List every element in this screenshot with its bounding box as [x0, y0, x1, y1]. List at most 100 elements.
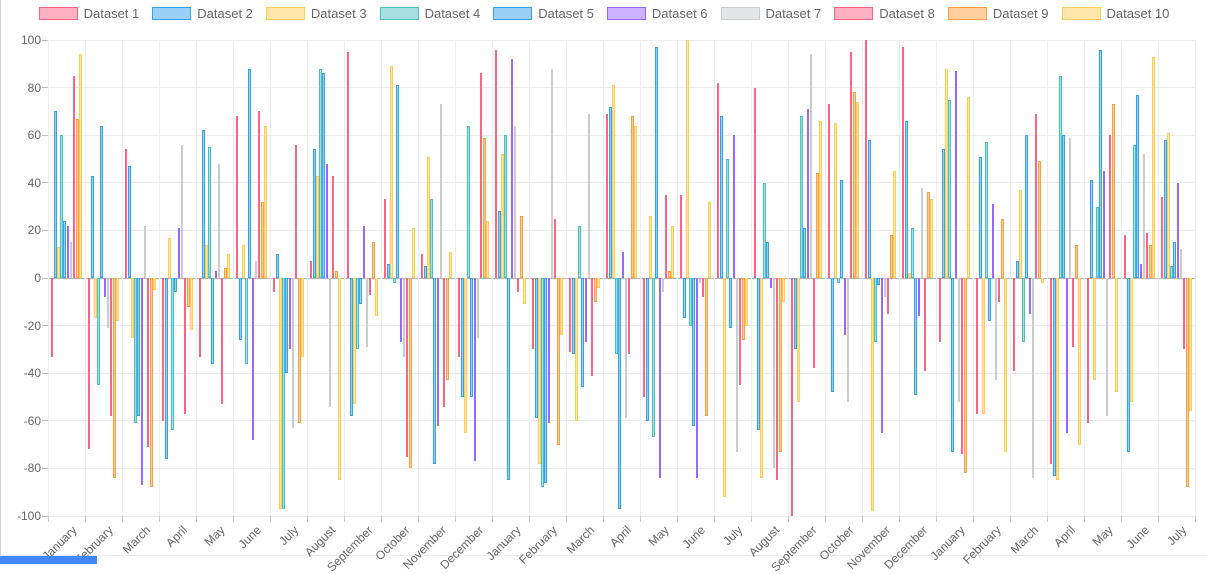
bar-dataset-7-january	[69, 242, 73, 278]
bar-dataset-9-july	[741, 278, 745, 340]
legend-label: Dataset 5	[538, 6, 594, 21]
bar-dataset-1-august	[309, 261, 313, 278]
bar-dataset-4-july	[1170, 266, 1173, 278]
gridline-x	[676, 40, 678, 516]
y-tick	[42, 134, 48, 136]
bar-dataset-9-august	[778, 278, 782, 452]
bar-dataset-3-august	[760, 278, 763, 478]
gridline-x	[158, 40, 160, 516]
x-tick	[343, 516, 345, 522]
x-tick	[1157, 516, 1159, 522]
y-tick	[42, 277, 48, 279]
gridline-x	[1194, 40, 1196, 516]
bar-dataset-1-october	[827, 104, 831, 278]
bar-dataset-7-may	[217, 163, 221, 278]
legend-item-7[interactable]: Dataset 7	[720, 6, 821, 21]
bar-dataset-6-october	[399, 278, 403, 343]
bar-dataset-3-february	[538, 278, 541, 464]
bar-dataset-10-february	[560, 278, 563, 336]
bar-dataset-5-november	[433, 278, 437, 464]
bar-dataset-2-december	[460, 278, 464, 397]
bar-dataset-2-october	[386, 263, 390, 278]
bar-dataset-10-january	[523, 278, 526, 305]
bar-dataset-10-june	[1152, 56, 1155, 278]
bar-dataset-4-april	[171, 278, 174, 431]
bar-dataset-4-may	[208, 147, 211, 278]
bar-dataset-2-october	[830, 278, 834, 393]
bar-dataset-10-february	[1004, 278, 1007, 452]
bar-dataset-6-january	[510, 59, 514, 278]
bar-dataset-6-september	[806, 109, 810, 278]
bar-dataset-2-march	[1015, 261, 1019, 278]
legend-item-4[interactable]: Dataset 4	[379, 6, 480, 21]
bar-dataset-10-july	[745, 278, 748, 326]
legend-item-8[interactable]: Dataset 8	[834, 6, 935, 21]
bar-dataset-8-july	[294, 144, 298, 278]
bar-dataset-9-december	[482, 137, 486, 278]
y-tick	[42, 372, 48, 374]
bar-dataset-3-may	[205, 244, 208, 278]
bar-dataset-1-january	[50, 278, 54, 357]
legend-item-3[interactable]: Dataset 3	[265, 6, 367, 21]
bar-dataset-8-february	[997, 278, 1001, 302]
bar-dataset-1-november	[420, 254, 424, 278]
y-tick	[42, 467, 48, 469]
bar-dataset-7-june	[254, 261, 258, 278]
bar-dataset-8-january	[516, 278, 520, 293]
bar-dataset-2-november	[867, 139, 871, 278]
bar-dataset-1-may	[198, 278, 202, 357]
x-axis-label: June	[236, 523, 265, 552]
x-axis-label: July	[276, 523, 302, 548]
x-tick	[639, 516, 641, 522]
legend-item-6[interactable]: Dataset 6	[606, 6, 708, 21]
bar-dataset-6-march	[140, 278, 144, 486]
bar-dataset-6-june	[1139, 263, 1143, 278]
bar-dataset-2-april	[1052, 278, 1056, 476]
bar-dataset-4-december	[467, 125, 470, 278]
x-tick	[861, 516, 863, 522]
bar-dataset-8-april	[1071, 278, 1075, 348]
bar-dataset-4-april	[615, 278, 618, 355]
bar-dataset-7-march	[1031, 278, 1035, 478]
bar-dataset-4-april	[1059, 75, 1062, 278]
bar-dataset-3-march	[131, 278, 134, 338]
bar-dataset-7-february	[994, 278, 998, 381]
legend-swatch	[947, 7, 987, 20]
scrollbar-thumb[interactable]	[0, 556, 97, 564]
bar-dataset-10-july	[301, 278, 304, 357]
bar-dataset-2-august	[756, 278, 760, 431]
bar-dataset-1-april	[605, 113, 609, 278]
legend-item-10[interactable]: Dataset 10	[1061, 6, 1169, 21]
gridline-y-20	[48, 229, 1195, 231]
legend-item-1[interactable]: Dataset 1	[38, 6, 139, 21]
bar-dataset-10-january	[967, 97, 970, 278]
legend-label: Dataset 8	[879, 6, 935, 21]
bar-dataset-7-november	[439, 104, 443, 278]
bar-dataset-1-february	[975, 278, 979, 414]
x-axis-label: June	[1124, 523, 1153, 552]
bar-dataset-10-october	[856, 101, 859, 278]
bar-dataset-4-may	[1096, 206, 1099, 278]
bar-dataset-8-september	[368, 278, 372, 295]
gridline-x	[861, 40, 863, 516]
y-tick	[42, 87, 48, 89]
bar-dataset-8-november	[442, 278, 446, 407]
bar-dataset-8-june	[701, 278, 705, 298]
bar-dataset-6-june	[251, 278, 255, 440]
bar-dataset-3-december	[908, 273, 911, 278]
bar-dataset-6-july	[1176, 182, 1180, 278]
legend-item-5[interactable]: Dataset 5	[493, 6, 594, 21]
x-tick	[269, 516, 271, 522]
bar-dataset-6-may	[658, 278, 662, 478]
bar-dataset-6-may	[214, 270, 218, 278]
bar-dataset-3-november	[871, 278, 874, 512]
gridline-x	[1083, 40, 1085, 516]
legend-item-2[interactable]: Dataset 2	[152, 6, 253, 21]
x-tick	[935, 516, 937, 522]
bar-dataset-7-july	[1179, 249, 1183, 278]
legend-item-9[interactable]: Dataset 9	[947, 6, 1049, 21]
x-tick	[84, 516, 86, 522]
bar-dataset-1-march	[568, 278, 572, 352]
bar-dataset-8-april	[627, 278, 631, 355]
